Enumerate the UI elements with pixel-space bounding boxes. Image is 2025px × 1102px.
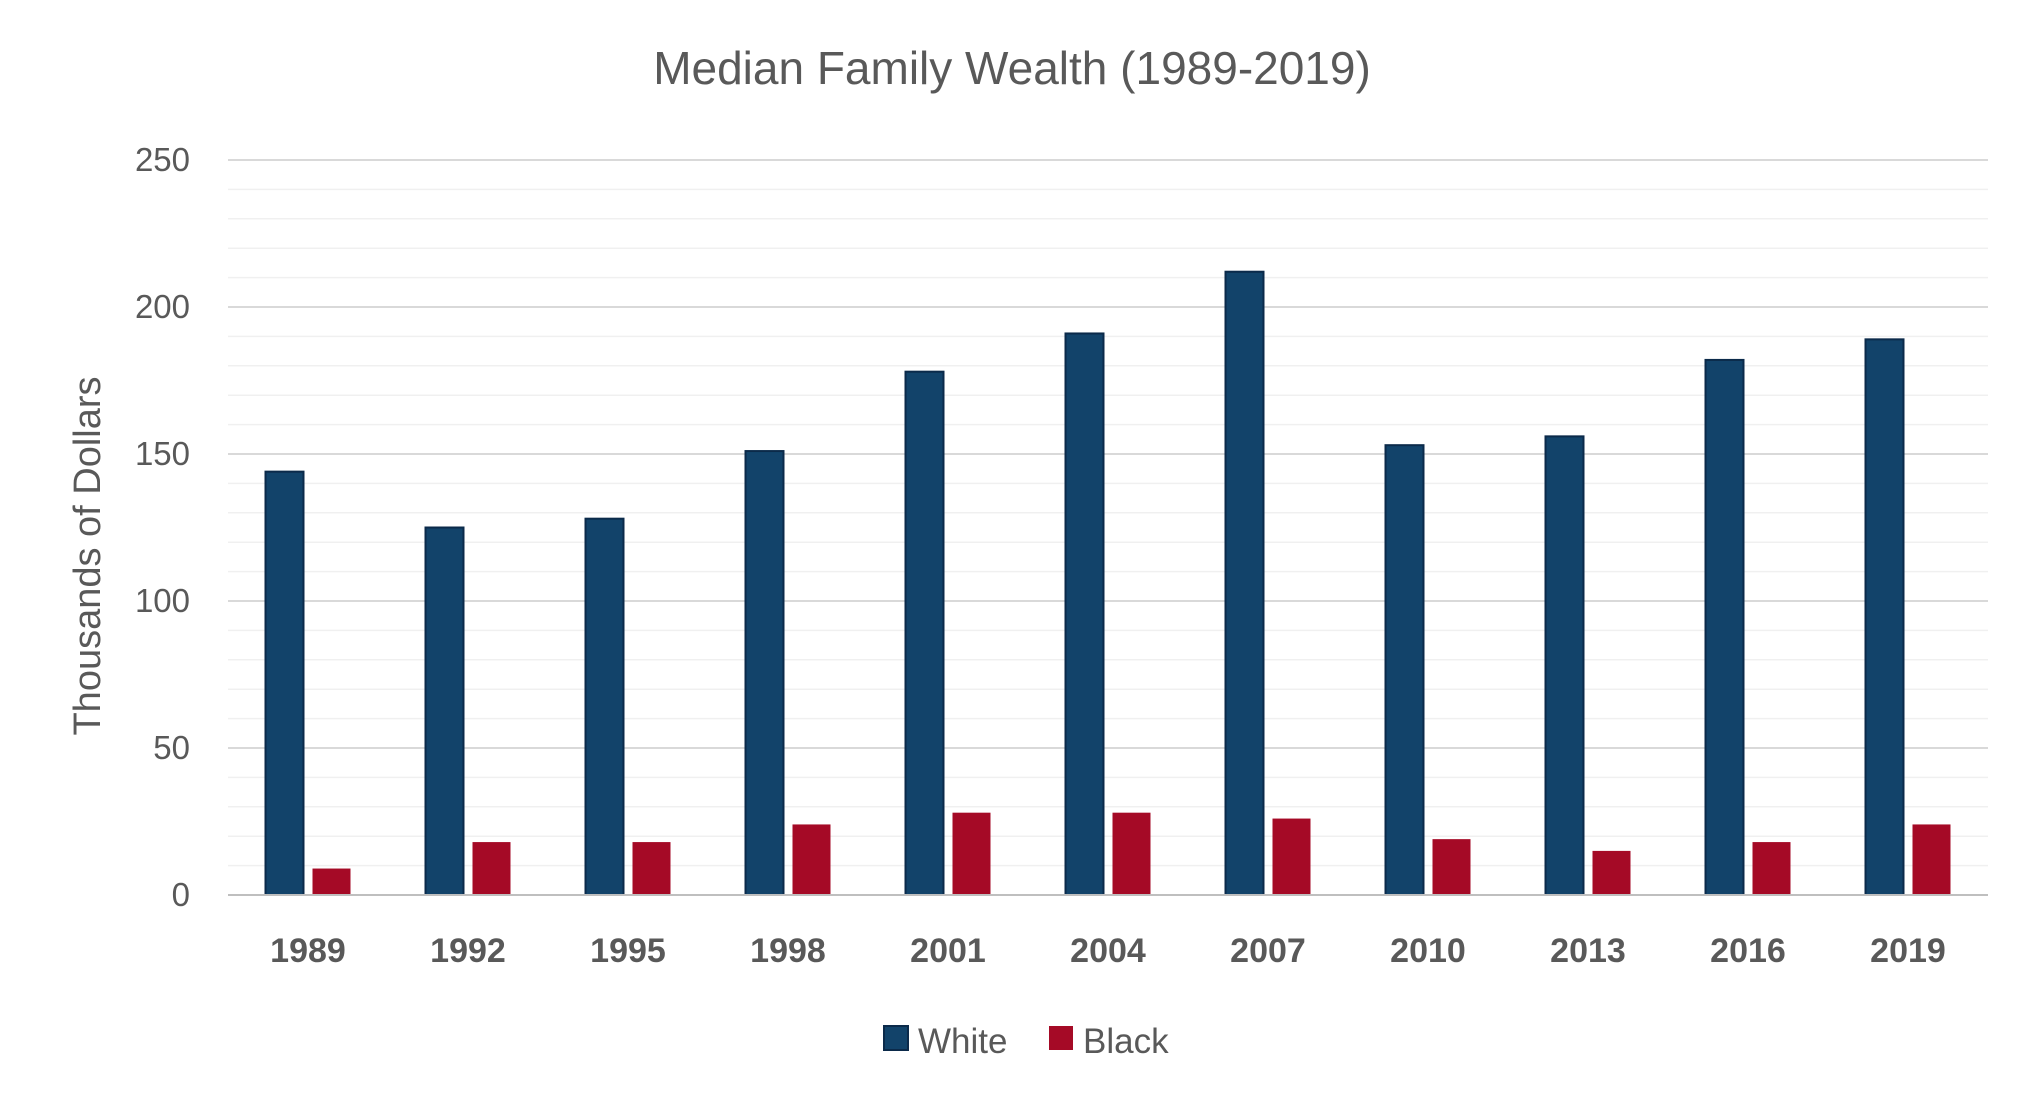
bar-white-2016: [1704, 358, 1745, 897]
x-tick-label: 1995: [590, 932, 666, 970]
y-tick-label: 150: [135, 435, 190, 472]
legend: White Black: [883, 1022, 1169, 1061]
bar-black-2019: [1912, 824, 1951, 895]
bar-black-2007: [1272, 818, 1311, 895]
y-axis-label: Thousands of Dollars: [67, 376, 109, 735]
y-tick-label: 200: [135, 288, 190, 325]
x-tick-label: 2013: [1550, 932, 1626, 970]
bar-black-2001: [952, 812, 991, 895]
bar-black-1998: [792, 824, 831, 895]
bar-white-2007: [1224, 270, 1265, 897]
bar-white-2004: [1064, 332, 1105, 896]
bar-black-2004: [1112, 812, 1151, 895]
bar-black-2016: [1752, 842, 1791, 895]
bar-white-2010: [1384, 444, 1425, 896]
y-axis-ticks: 0 50 100 150 200 250: [135, 141, 190, 913]
gridlines: [228, 159, 1988, 867]
x-tick-label: 1989: [270, 932, 346, 970]
legend-swatch-black: [1049, 1026, 1073, 1050]
legend-swatch-white: [883, 1025, 909, 1051]
x-tick-label: 1998: [750, 932, 826, 970]
bar-black-2010: [1432, 839, 1471, 895]
x-tick-label: 2004: [1070, 932, 1146, 970]
x-tick-label: 2019: [1870, 932, 1946, 970]
bar-white-1998: [744, 450, 785, 896]
bar-white-2001: [904, 370, 945, 896]
bar-white-2013: [1544, 435, 1585, 896]
bar-black-1995: [632, 842, 671, 895]
bar-black-1989: [312, 868, 351, 895]
bar-white-2019: [1864, 338, 1905, 896]
x-tick-label: 1992: [430, 932, 506, 970]
y-tick-label: 50: [153, 729, 190, 766]
bars: [264, 270, 1951, 897]
x-tick-label: 2007: [1230, 932, 1306, 970]
legend-label-black: Black: [1083, 1022, 1169, 1061]
bar-white-1992: [424, 526, 465, 896]
bar-white-1989: [264, 470, 305, 896]
x-axis-ticks: 1989 1992 1995 1998 2001 2004 2007 2010 2013 2016…: [270, 932, 1946, 970]
x-tick-label: 2001: [910, 932, 986, 970]
x-tick-label: 2016: [1710, 932, 1786, 970]
bar-black-1992: [472, 842, 511, 895]
y-tick-label: 0: [172, 876, 190, 913]
y-tick-label: 100: [135, 582, 190, 619]
bar-white-1995: [584, 517, 625, 896]
chart-title: Median Family Wealth (1989-2019): [653, 42, 1371, 94]
bar-black-2013: [1592, 850, 1631, 895]
x-tick-label: 2010: [1390, 932, 1466, 970]
y-tick-label: 250: [135, 141, 190, 178]
legend-label-white: White: [918, 1022, 1007, 1061]
